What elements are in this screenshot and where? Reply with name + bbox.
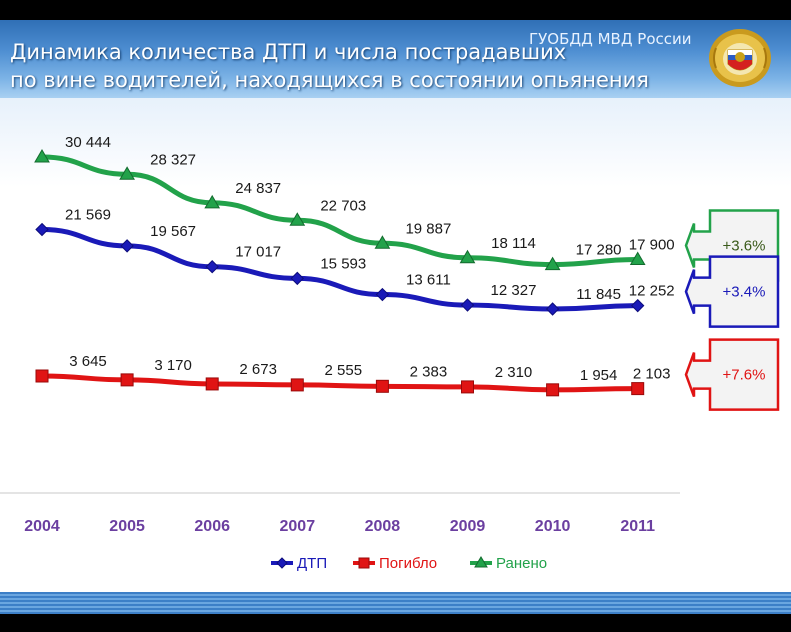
callout-box xyxy=(684,255,780,328)
legend-marker xyxy=(276,557,288,569)
data-label: 19 567 xyxy=(150,223,196,240)
data-point-marker xyxy=(460,298,475,312)
data-label: 28 327 xyxy=(150,151,196,168)
data-label: 12 252 xyxy=(629,283,675,300)
data-labels: 21 569 19 567 17 017 15 593 13 611 12 327 11 8… xyxy=(65,134,675,384)
title-line-1: Динамика количества ДТП и числа пострада… xyxy=(10,40,567,64)
series-markers xyxy=(34,149,646,397)
data-point-marker xyxy=(205,260,219,274)
data-label: 2 103 xyxy=(633,366,671,383)
x-tick-label: 2010 xyxy=(535,518,571,535)
x-tick-label: 2004 xyxy=(24,518,60,535)
callout-box xyxy=(684,338,780,411)
x-tick-label: 2011 xyxy=(620,518,655,535)
data-point-marker xyxy=(545,302,560,316)
organization-name: ГУОБДД МВД России xyxy=(529,30,692,48)
data-label: 22 703 xyxy=(320,197,366,214)
data-point-marker xyxy=(629,251,646,266)
x-tick-label: 2007 xyxy=(280,518,316,535)
data-point-marker xyxy=(289,212,306,226)
data-label: 13 611 xyxy=(406,272,451,289)
top-bar xyxy=(0,0,791,20)
data-label: 11 845 xyxy=(576,286,621,303)
data-label: 15 593 xyxy=(320,255,366,272)
data-label: 24 837 xyxy=(235,180,281,197)
x-tick-label: 2005 xyxy=(109,518,145,535)
header-band xyxy=(0,20,791,98)
callout-label: +7.6% xyxy=(723,367,766,384)
legend-marker xyxy=(358,557,370,569)
x-tick-label: 2008 xyxy=(365,518,401,535)
data-label: 2 555 xyxy=(325,362,363,379)
data-point-marker xyxy=(459,249,476,264)
data-label: 3 170 xyxy=(154,357,192,374)
data-label: 17 280 xyxy=(576,242,622,259)
callout-label: +3.6% xyxy=(723,238,766,255)
legend-label: ДТП xyxy=(297,555,327,572)
data-point-marker xyxy=(205,377,219,391)
data-point-marker xyxy=(630,298,645,313)
footer-bar xyxy=(0,614,791,632)
data-label: 19 887 xyxy=(405,220,451,237)
footer-band xyxy=(0,592,791,614)
data-label: 2 673 xyxy=(239,361,277,378)
data-label: 3 645 xyxy=(69,353,107,370)
x-tick-labels: 2004 2005 2006 2007 2008 2009 2010 2011 xyxy=(24,518,655,535)
data-point-marker xyxy=(120,373,134,387)
data-point-marker xyxy=(375,287,390,302)
data-point-marker xyxy=(204,194,221,209)
data-point-marker xyxy=(375,379,389,393)
legend-label: Погибло xyxy=(379,555,437,572)
callout-label: +3.4% xyxy=(723,284,766,301)
legend: ДТП Погибло Ранено xyxy=(271,555,547,572)
data-label: 30 444 xyxy=(65,134,111,151)
data-label: 17 900 xyxy=(629,237,675,254)
data-label: 18 114 xyxy=(491,235,536,252)
data-point-marker xyxy=(544,256,561,271)
data-point-marker xyxy=(290,378,304,392)
series-line xyxy=(39,154,641,268)
data-point-marker xyxy=(290,271,305,286)
police-emblem-icon xyxy=(709,29,771,87)
x-tick-label: 2006 xyxy=(194,518,230,535)
legend-label: Ранено xyxy=(496,555,547,572)
title-line-2: по вине водителей, находящихся в состоян… xyxy=(10,68,649,92)
data-point-marker xyxy=(34,149,50,163)
change-callouts: +3.6% +3.4% +7.6% xyxy=(684,209,780,411)
data-point-marker xyxy=(374,235,391,249)
series-line xyxy=(39,373,641,393)
data-label: 12 327 xyxy=(491,282,537,299)
series-lines xyxy=(39,154,641,393)
data-point-marker xyxy=(461,380,474,394)
data-label: 21 569 xyxy=(65,207,111,224)
data-point-marker xyxy=(631,382,645,396)
data-label: 1 954 xyxy=(580,367,618,384)
plot-background xyxy=(0,98,791,592)
data-label: 2 383 xyxy=(410,363,448,380)
data-point-marker xyxy=(119,166,135,180)
data-label: 17 017 xyxy=(235,244,281,261)
data-point-marker xyxy=(546,383,560,397)
data-label: 2 310 xyxy=(495,364,533,381)
data-point-marker xyxy=(35,222,49,237)
x-tick-label: 2009 xyxy=(450,518,486,535)
data-point-marker xyxy=(35,369,49,383)
data-point-marker xyxy=(120,239,134,253)
legend-marker xyxy=(474,556,488,568)
page-title: Динамика количества ДТП и числа пострада… xyxy=(10,38,670,94)
